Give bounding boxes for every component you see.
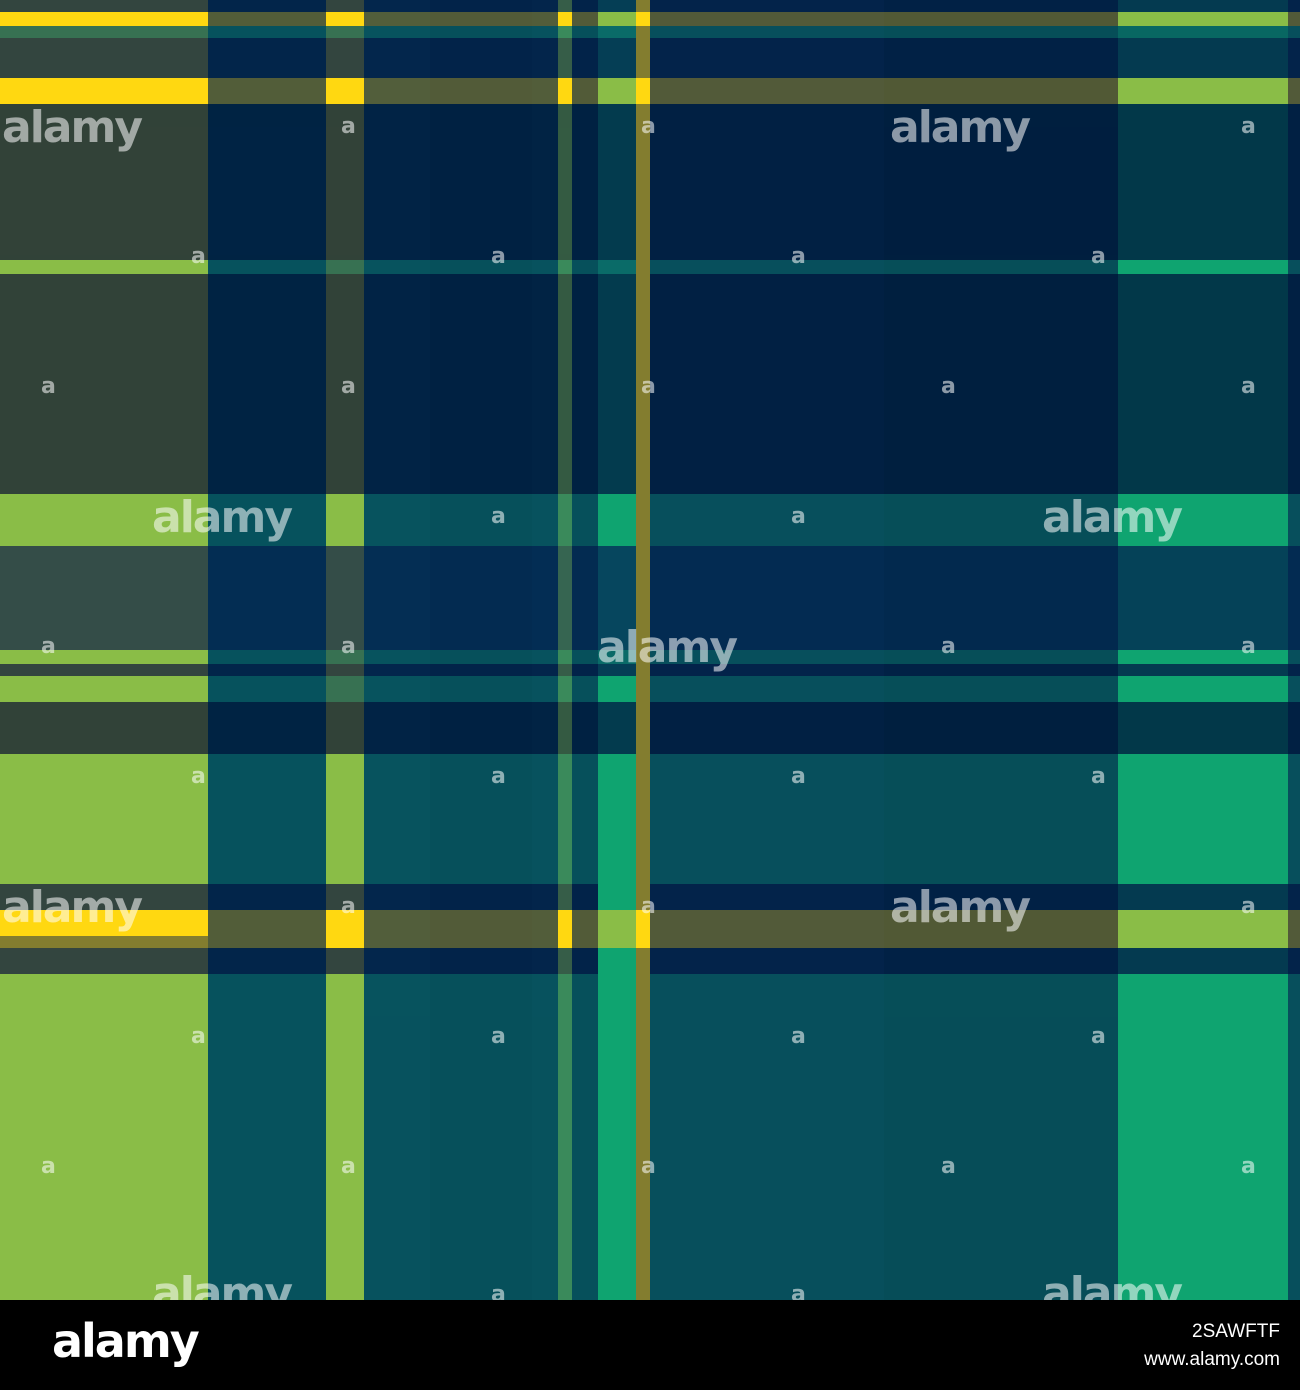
col-yellow-top <box>326 12 364 26</box>
right-green-2 <box>1118 650 1288 664</box>
watermark-mark: a <box>641 894 656 919</box>
stock-footer-bar: alamy 2SAWFTF www.alamy.com <box>0 1300 1300 1390</box>
site-url: www.alamy.com <box>1144 1349 1280 1370</box>
watermark-logo: alamy <box>152 492 293 543</box>
footer-logo: alamy <box>52 1314 200 1368</box>
thin-yellow-top <box>558 12 572 26</box>
watermark-logo: alamy <box>890 102 1031 153</box>
watermark-logo: alamy <box>152 1268 293 1301</box>
watermark-mark: a <box>341 1154 356 1179</box>
watermark-mark: a <box>791 504 806 529</box>
right-green-1 <box>1118 494 1288 546</box>
watermark-mark: a <box>1091 1024 1106 1049</box>
right-green-5 <box>1118 974 1288 1300</box>
watermark-mark: a <box>941 634 956 659</box>
right-green-4 <box>1118 754 1288 884</box>
watermark-mark: a <box>1241 374 1256 399</box>
watermark-mark: a <box>41 374 56 399</box>
left-lime-3 <box>0 676 208 702</box>
teal-col-lime-top <box>598 12 636 26</box>
watermark-mark: a <box>491 1024 506 1049</box>
watermark-mark: a <box>1241 634 1256 659</box>
right-lime-3 <box>1118 910 1288 948</box>
col-yellow-2 <box>326 78 364 104</box>
watermark-logo: alamy <box>2 102 143 153</box>
col-lime-2 <box>326 754 364 884</box>
watermark-mark: a <box>791 244 806 269</box>
left-yellow-3 <box>0 910 208 936</box>
thin-yellow-2 <box>558 78 572 104</box>
watermark-mark: a <box>791 1282 806 1301</box>
left-yellow-top <box>0 12 208 26</box>
right-green-thin <box>1118 260 1288 274</box>
thin-yellow-3 <box>558 910 572 948</box>
right-lime-top <box>1118 12 1288 26</box>
teal-col-bright-1 <box>598 494 636 546</box>
watermark-mark: a <box>1241 114 1256 139</box>
watermark-logo: alamy <box>890 882 1031 933</box>
left-lime-1 <box>0 494 208 546</box>
watermark-mark: a <box>191 1024 206 1049</box>
left-lime-5 <box>0 974 208 1300</box>
watermark-mark: a <box>1091 244 1106 269</box>
olive-thin-col <box>636 0 650 1300</box>
left-lime-4 <box>0 754 208 884</box>
watermark-mark: a <box>941 1154 956 1179</box>
plaid-svg <box>0 0 1300 1300</box>
col-lime-3 <box>326 974 364 1300</box>
watermark-mark: a <box>491 244 506 269</box>
teal-col-bright-2 <box>598 676 636 702</box>
watermark-mark: a <box>1241 894 1256 919</box>
tartan-plaid-pattern: alamy alamy alamy alamy alamy alamy alam… <box>0 0 1300 1300</box>
watermark-mark: a <box>641 1154 656 1179</box>
watermark-mark: a <box>1091 764 1106 789</box>
watermark-mark: a <box>941 374 956 399</box>
watermark-logo: alamy <box>1042 1268 1183 1301</box>
left-yellow-2 <box>0 78 208 104</box>
watermark-mark: a <box>1241 1154 1256 1179</box>
olive-thin-yellow-1 <box>636 12 650 26</box>
watermark-mark: a <box>491 764 506 789</box>
watermark-mark: a <box>341 634 356 659</box>
watermark-mark: a <box>341 374 356 399</box>
image-id: 2SAWFTF <box>1192 1321 1280 1342</box>
left-lime-thin <box>0 260 208 274</box>
watermark-mark: a <box>191 244 206 269</box>
watermark-mark: a <box>641 114 656 139</box>
watermark-mark: a <box>41 634 56 659</box>
col-yellow-3 <box>326 910 364 948</box>
watermark-logo: alamy <box>597 622 738 673</box>
watermark-mark: a <box>191 764 206 789</box>
watermark-mark: a <box>641 374 656 399</box>
teal-col-lime-2 <box>598 78 636 104</box>
left-accent-blocks <box>0 0 1288 1300</box>
watermark-mark: a <box>791 764 806 789</box>
watermark-mark: a <box>341 114 356 139</box>
right-lime-2 <box>1118 78 1288 104</box>
watermark-logo: alamy <box>1042 492 1183 543</box>
watermark-mark: a <box>491 504 506 529</box>
watermark-mark: a <box>491 1282 506 1301</box>
teal-col-bright-3 <box>598 754 636 1300</box>
col-lime-1 <box>326 494 364 546</box>
watermark-logo: alamy <box>2 882 143 933</box>
olive-thin-yellow-2 <box>636 78 650 104</box>
teal-col-lime-3 <box>598 910 636 948</box>
watermark-mark: a <box>41 1154 56 1179</box>
watermark-mark: a <box>341 894 356 919</box>
olive-thin-yellow-3 <box>636 910 650 948</box>
watermark-mark: a <box>791 1024 806 1049</box>
left-lime-2 <box>0 650 208 664</box>
right-green-3 <box>1118 676 1288 702</box>
